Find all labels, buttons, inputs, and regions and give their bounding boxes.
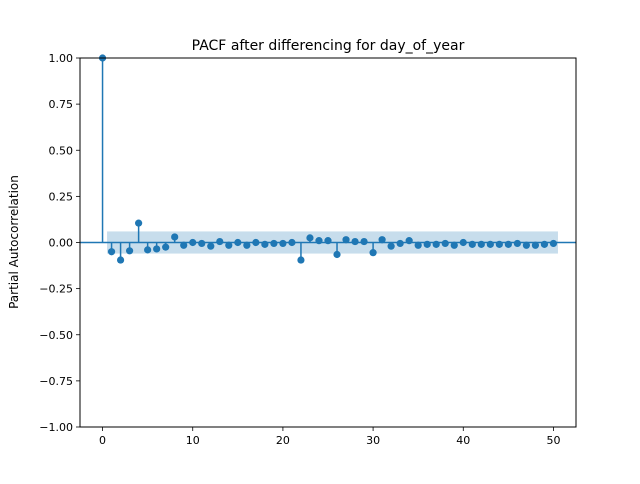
stem-point <box>162 243 170 251</box>
stem-point <box>270 239 278 248</box>
stem-point <box>414 241 422 249</box>
y-tick-label: 1.00 <box>49 52 74 65</box>
y-tick-label: −0.25 <box>39 283 73 296</box>
stem-point <box>351 237 359 246</box>
y-tick-label: 0.75 <box>49 98 74 111</box>
chart-title: PACF after differencing for day_of_year <box>192 38 465 54</box>
stem-point <box>189 238 197 247</box>
stem-point <box>459 238 467 247</box>
stem-point <box>522 241 531 249</box>
stem-point <box>144 246 152 254</box>
ticks-layer: 0 10 20 30 40 50 −1.00 −0.75 −0.50 −0.25 0.00 0.25 0… <box>39 52 560 447</box>
stem-point <box>531 241 540 249</box>
plot-frame <box>79 57 577 428</box>
stem-point <box>126 247 134 255</box>
stem-point <box>207 242 215 250</box>
x-tick-label: 50 <box>546 434 560 447</box>
stems-layer <box>98 54 558 264</box>
stem-point <box>540 240 549 248</box>
stem-point <box>378 236 386 244</box>
stem-point <box>116 256 125 264</box>
stem-point <box>387 242 395 250</box>
stem-point <box>243 241 251 249</box>
stem-point <box>315 237 323 245</box>
stem-point <box>450 241 458 249</box>
stem-point <box>153 245 161 253</box>
y-tick-label: 0.50 <box>49 144 74 157</box>
y-tick-label: −0.50 <box>39 329 73 342</box>
stem-point <box>486 240 494 248</box>
stem-point <box>396 239 404 248</box>
stem-point <box>504 240 512 248</box>
stem-point <box>107 248 116 256</box>
stem-point <box>369 249 377 257</box>
stem-point <box>216 237 224 246</box>
y-tick-label: −0.75 <box>39 375 73 388</box>
stem-point <box>432 240 440 248</box>
stem-point <box>225 241 233 249</box>
stem-point <box>171 233 179 241</box>
x-tick-label: 30 <box>366 434 380 447</box>
stem-point <box>306 234 314 242</box>
stem-point <box>234 238 242 247</box>
stem-point <box>279 239 287 248</box>
x-tick-label: 10 <box>186 434 200 447</box>
y-axis-label: Partial Autocorrelation <box>7 175 21 309</box>
stem-point <box>198 239 206 248</box>
x-tick-label: 40 <box>456 434 470 447</box>
x-tick-label: 0 <box>99 434 106 447</box>
y-tick-label: 0.00 <box>49 237 74 250</box>
stem-point <box>297 256 305 264</box>
stem-point <box>423 240 431 248</box>
x-tick-label: 20 <box>276 434 290 447</box>
stem-point <box>513 239 521 248</box>
stem-point <box>441 239 449 248</box>
stem-point <box>549 239 558 248</box>
y-tick-label: −1.00 <box>39 421 73 434</box>
stem-point <box>324 237 332 245</box>
stem-point <box>135 219 143 227</box>
stem-point <box>477 240 485 248</box>
stem-point <box>342 236 350 244</box>
stem-point <box>333 250 341 259</box>
stem-point <box>495 240 503 248</box>
stem-point <box>405 237 413 245</box>
stem-point <box>288 238 296 247</box>
stem-point <box>252 238 260 247</box>
y-tick-label: 0.25 <box>49 190 74 203</box>
stem-point <box>360 237 368 246</box>
stem-point <box>468 240 476 248</box>
stem-point <box>180 241 188 249</box>
stem-point <box>261 240 269 248</box>
